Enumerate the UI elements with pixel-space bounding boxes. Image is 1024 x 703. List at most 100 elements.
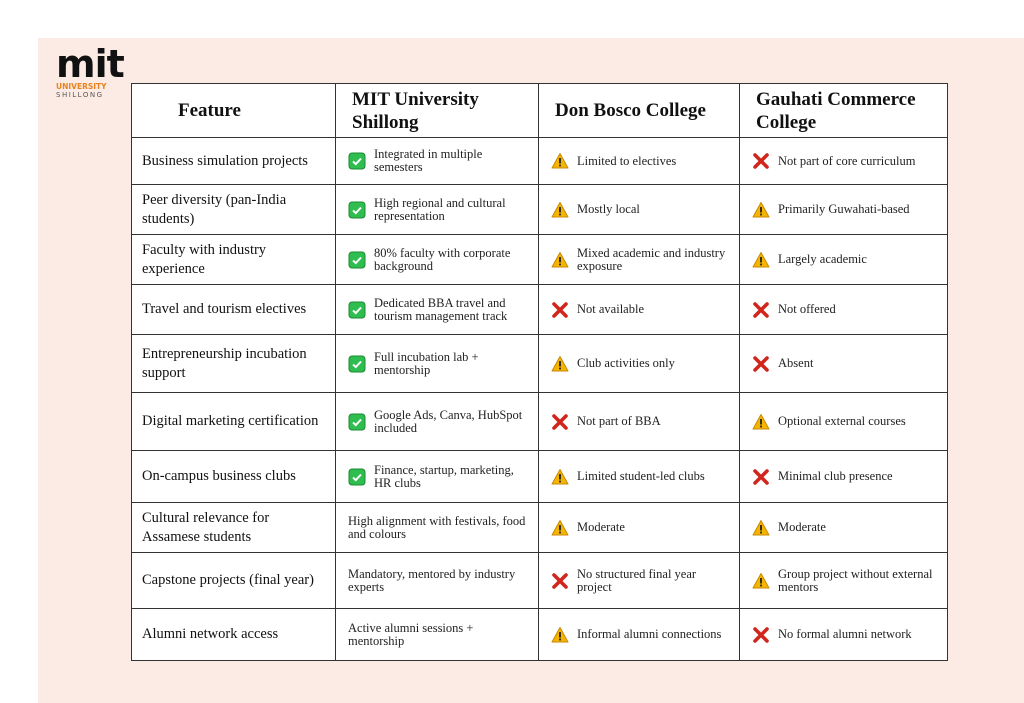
table-row: Digital marketing certification Google Ad… — [131, 392, 948, 451]
cell-text: Minimal club presence — [778, 469, 893, 483]
cell-text: Absent — [778, 356, 814, 370]
cell-text: Informal alumni connections — [577, 627, 722, 641]
cell-text: Not offered — [778, 302, 836, 316]
cell-content: Moderate — [740, 519, 947, 537]
value-cell: Moderate — [739, 502, 948, 553]
cell-text: Group project without external mentors — [778, 566, 933, 594]
cell-content: Group project without external mentors — [740, 566, 947, 594]
feature-cell: Cultural relevance for Assamese students — [131, 502, 336, 553]
check-icon — [348, 301, 366, 318]
cell-text: Not available — [577, 302, 644, 316]
feature-cell: Peer diversity (pan-India students) — [131, 184, 336, 235]
cell-content: Google Ads, Canva, HubSpot included — [336, 407, 538, 435]
cell-content: Largely academic — [740, 251, 947, 269]
cross-icon — [753, 153, 769, 169]
value-cell: Club activities only — [538, 334, 740, 393]
value-cell: No formal alumni network — [739, 608, 948, 661]
cell-text: Full incubation lab + mentorship — [374, 349, 479, 377]
cell-content: High alignment with festivals, food and … — [336, 513, 538, 541]
warning-icon — [752, 413, 770, 429]
column-header: Feature — [131, 83, 336, 138]
cross-icon — [753, 468, 769, 485]
value-cell: Google Ads, Canva, HubSpot included — [335, 392, 539, 451]
value-cell: High alignment with festivals, food and … — [335, 502, 539, 553]
cell-content: Not available — [539, 301, 739, 319]
warning-icon — [551, 153, 569, 169]
value-cell: Active alumni sessions + mentorship — [335, 608, 539, 661]
cell-content: 80% faculty with corporate background — [336, 245, 538, 273]
value-cell: Group project without external mentors — [739, 552, 948, 609]
cell-content: Not part of core curriculum — [740, 152, 947, 170]
cell-text: Integrated in multiple semesters — [374, 147, 483, 174]
feature-cell: Entrepreneurship incubation support — [131, 334, 336, 393]
logo-line: UNIVERSITY — [56, 82, 107, 91]
logo-mark: mit — [56, 42, 125, 86]
feature-cell: Capstone projects (final year) — [131, 552, 336, 609]
value-cell: Not part of BBA — [538, 392, 740, 451]
column-header: Gauhati Commerce College — [739, 83, 948, 138]
value-cell: Primarily Guwahati-based — [739, 184, 948, 235]
cross-icon — [753, 301, 769, 318]
table-row: Entrepreneurship incubation support Full … — [131, 334, 948, 393]
table-row: On-campus business clubs Finance, startup… — [131, 450, 948, 503]
cross-icon — [753, 355, 769, 372]
logo: mit UNIVERSITY SHILLONG — [56, 42, 128, 99]
check-icon — [348, 201, 366, 218]
value-cell: Moderate — [538, 502, 740, 553]
warning-icon — [551, 251, 569, 267]
cell-text: Primarily Guwahati-based — [778, 202, 910, 216]
cross-icon — [753, 626, 769, 643]
cell-text: Mandatory, mentored by industry experts — [348, 566, 516, 594]
cell-text: Optional external courses — [778, 414, 906, 428]
cross-icon — [552, 413, 568, 430]
value-cell: Limited student-led clubs — [538, 450, 740, 503]
cell-text: Limited to electives — [577, 153, 677, 168]
cell-content: Informal alumni connections — [539, 626, 739, 644]
cell-content: Club activities only — [539, 355, 739, 373]
feature-cell: Faculty with industry experience — [131, 234, 336, 285]
cell-content: Full incubation lab + mentorship — [336, 349, 538, 377]
cell-content: Dedicated BBA travel and tourism managem… — [336, 295, 538, 323]
cell-text: High regional and cultural representatio… — [374, 195, 506, 223]
value-cell: Not available — [538, 284, 740, 335]
cell-text: No formal alumni network — [778, 627, 912, 641]
warning-icon — [551, 626, 569, 642]
value-cell: Mandatory, mentored by industry experts — [335, 552, 539, 609]
warning-icon — [752, 251, 770, 267]
cell-text: Dedicated BBA travel and tourism managem… — [374, 295, 508, 323]
warning-icon — [752, 519, 770, 535]
feature-cell: Digital marketing certification — [131, 392, 336, 451]
cell-text: Club activities only — [577, 356, 675, 370]
cell-text: Mostly local — [577, 202, 640, 216]
table-body: Business simulation projects Integrated i… — [131, 137, 948, 661]
comparison-table: Feature MIT University Shillong Don Bosco … — [131, 83, 948, 661]
cross-icon — [552, 572, 568, 589]
value-cell: Largely academic — [739, 234, 948, 285]
cell-text: 80% faculty with corporate background — [374, 245, 511, 273]
value-cell: Minimal club presence — [739, 450, 948, 503]
value-cell: Not part of core curriculum — [739, 137, 948, 185]
cell-text: Not part of core curriculum — [778, 153, 916, 168]
check-icon — [348, 355, 366, 372]
value-cell: Integrated in multiple semesters — [335, 137, 539, 185]
check-icon — [348, 468, 366, 485]
value-cell: High regional and cultural representatio… — [335, 184, 539, 235]
warning-icon — [752, 572, 770, 588]
column-header: Don Bosco College — [538, 83, 740, 138]
column-header: MIT University Shillong — [335, 83, 539, 138]
cell-text: No structured final year project — [577, 566, 697, 594]
logo-line: SHILLONG — [56, 91, 104, 99]
cell-text: Not part of BBA — [577, 414, 661, 428]
cell-content: No formal alumni network — [740, 626, 947, 644]
cell-text: Mixed academic and industry exposure — [577, 245, 726, 273]
table-row: Cultural relevance for Assamese students… — [131, 502, 948, 553]
cell-content: Optional external courses — [740, 413, 947, 431]
cell-content: Moderate — [539, 519, 739, 537]
cross-icon — [552, 301, 568, 318]
cell-text: Google Ads, Canva, HubSpot included — [374, 407, 523, 435]
warning-icon — [551, 468, 569, 484]
value-cell: Informal alumni connections — [538, 608, 740, 661]
table-row: Business simulation projects Integrated i… — [131, 137, 948, 185]
cell-text: High alignment with festivals, food and … — [348, 513, 526, 541]
cell-text: Active alumni sessions + mentorship — [348, 620, 474, 648]
